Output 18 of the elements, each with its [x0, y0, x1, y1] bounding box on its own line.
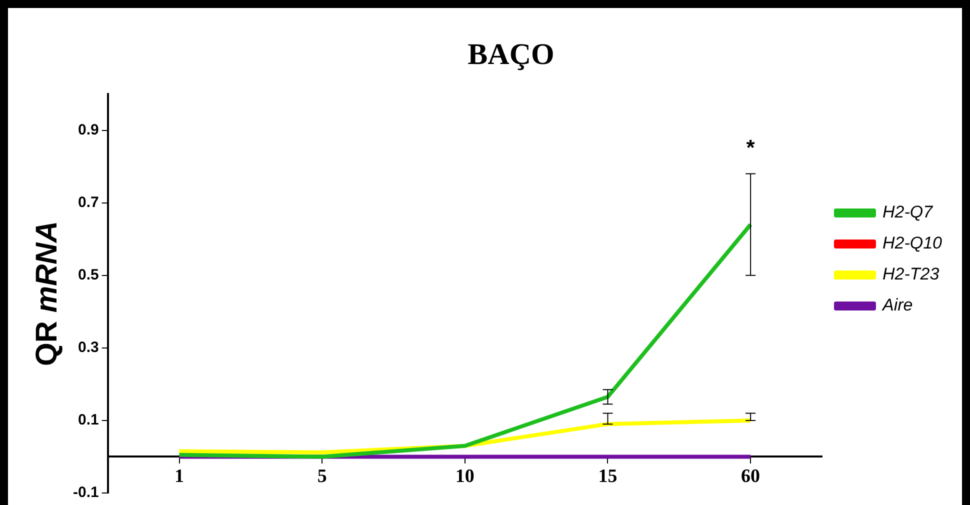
- legend-label: Aire: [881, 296, 913, 315]
- legend-label: H2-T23: [882, 264, 940, 284]
- y-tick-label: 0.1: [78, 412, 99, 429]
- y-tick-label: 0.5: [78, 266, 99, 284]
- y-tick-label: -0.1: [72, 484, 99, 502]
- annotation: *: [746, 135, 756, 160]
- x-tick-label: 60: [741, 466, 760, 488]
- legend-label: H2-Q7: [882, 202, 934, 222]
- y-tick-label: 0.3: [78, 339, 99, 356]
- x-tick-label: 5: [317, 466, 327, 488]
- y-tick-label: 0.7: [78, 194, 99, 211]
- y-tick-label: 0.9: [78, 121, 99, 138]
- x-tick-label: 10: [455, 466, 474, 488]
- legend-label: H2-Q10: [882, 234, 943, 253]
- x-tick-label: 15: [598, 466, 618, 488]
- x-tick-label: 1: [174, 466, 184, 488]
- chart-title: BAÇO: [468, 38, 554, 71]
- y-axis-title: QR mRNA: [30, 220, 64, 366]
